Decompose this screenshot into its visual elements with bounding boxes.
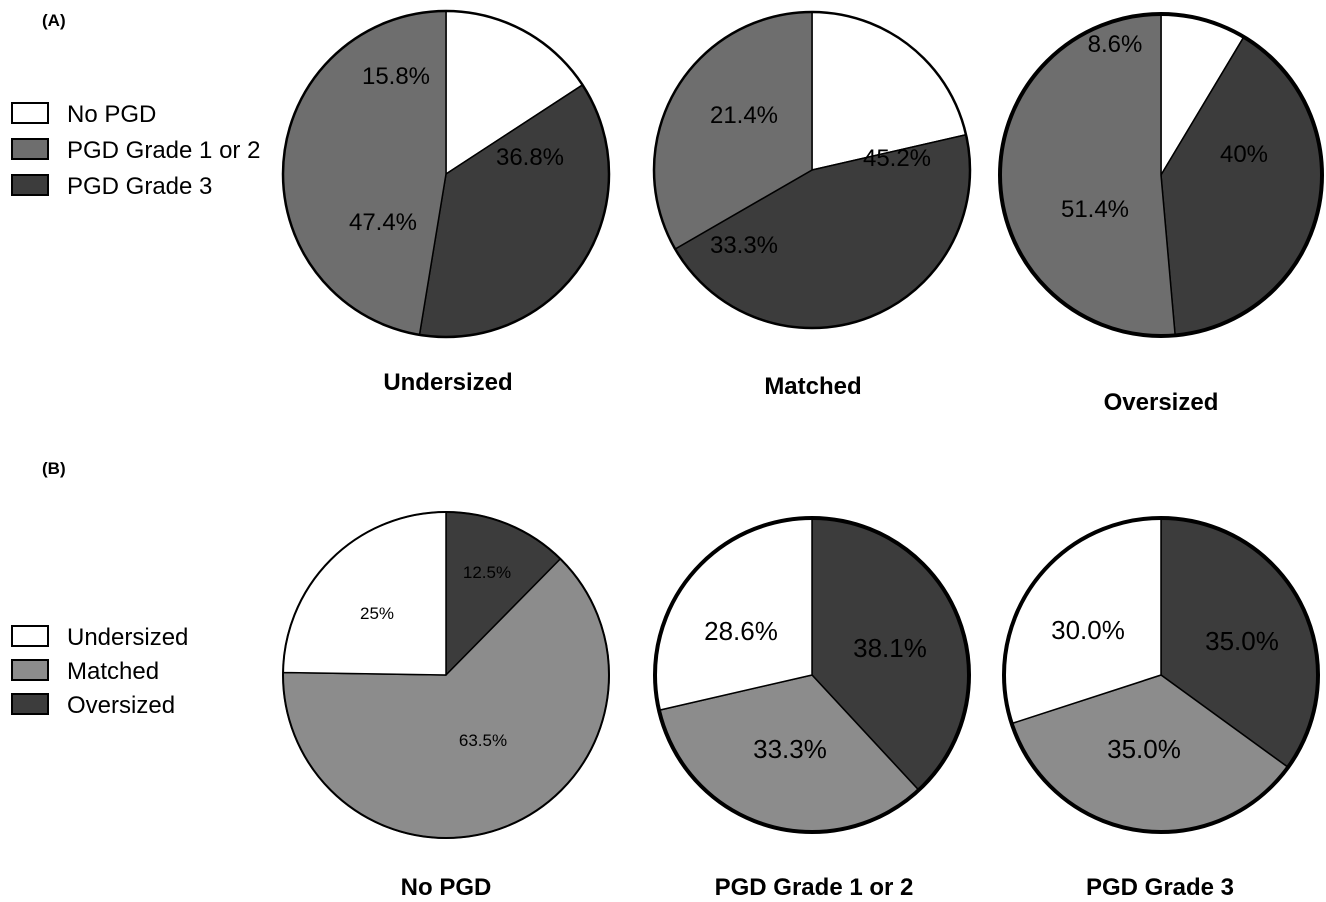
slice-label-pgd-grade-1-or-2: 33.3% [710,232,778,259]
pie-matched-outline [652,10,972,330]
slice-label-pgd-grade-3: 36.8% [496,144,564,171]
slice-label-oversized: 12.5% [463,563,511,582]
pie-pgd-grade-3-title: PGD Grade 3 [1086,874,1234,901]
legend-b: Undersized Matched Oversized [11,624,188,719]
legend-a-swatch-no-pgd [11,102,49,124]
pie-pgd-grade-3: 30.0% 35.0% 35.0% PGD Grade 3 [1002,516,1320,901]
slice-label-no-pgd: 8.6% [1088,31,1143,58]
legend-a-label-pgd-grade-1-or-2: PGD Grade 1 or 2 [67,137,260,164]
pie-pgd-grade-3-outline [1002,516,1320,834]
slice-label-oversized: 38.1% [853,633,927,663]
slice-label-pgd-grade-3: 40% [1220,141,1268,168]
pie-pgd-grade-1-or-2-outline [653,516,971,834]
pie-no-pgd-slices [282,511,610,839]
pie-undersized-slices [282,10,610,338]
pie-slice-pgd-grade-1-or-2 [282,10,447,336]
pie-no-pgd-labels: 25% 63.5% 12.5% [360,563,511,750]
legend-b-swatch-matched [11,659,49,681]
slice-label-pgd-grade-1-or-2: 47.4% [349,209,417,236]
pie-undersized-title: Undersized [383,369,512,396]
pie-undersized-outline [281,9,611,339]
slice-label-no-pgd: 15.8% [362,63,430,90]
legend-b-item-undersized: Undersized [11,624,188,651]
slice-label-matched: 63.5% [459,731,507,750]
pie-no-pgd-title: No PGD [401,874,492,901]
slice-label-pgd-grade-3: 45.2% [863,145,931,172]
panel-b: (B) Undersized Matched Oversized 25% 63.… [11,459,1320,901]
pie-pgd-grade-1-or-2-title: PGD Grade 1 or 2 [715,874,914,901]
pie-matched-title: Matched [764,373,861,400]
pie-matched-labels: 21.4% 33.3% 45.2% [710,102,931,259]
pie-slice-pgd-grade-1-or-2 [999,13,1176,337]
legend-b-item-matched: Matched [11,658,159,685]
slice-label-matched: 35.0% [1107,734,1181,764]
legend-b-swatch-undersized [11,625,49,647]
slice-label-no-pgd: 21.4% [710,102,778,129]
slice-label-oversized: 35.0% [1205,626,1279,656]
pie-no-pgd: 25% 63.5% 12.5% No PGD [282,511,610,901]
legend-a-item-pgd-grade-3: PGD Grade 3 [11,173,212,200]
pie-oversized-title: Oversized [1104,389,1219,416]
legend-a-swatch-pgd-grade-3 [11,174,49,196]
pie-oversized: 8.6% 51.4% 40% Oversized [998,12,1324,416]
pie-pgd-grade-3-labels: 30.0% 35.0% 35.0% [1051,615,1279,764]
pie-oversized-slices [999,13,1323,337]
pie-matched-slices [653,11,971,329]
slice-label-undersized: 30.0% [1051,615,1125,645]
slice-label-undersized: 25% [360,604,394,623]
pie-pgd-grade-1-or-2-labels: 28.6% 33.3% 38.1% [704,616,927,764]
legend-b-label-matched: Matched [67,658,159,685]
pie-matched: 21.4% 33.3% 45.2% Matched [652,10,972,400]
legend-b-item-oversized: Oversized [11,692,175,719]
legend-a-item-no-pgd: No PGD [11,101,156,128]
legend-a-swatch-pgd-grade-1-or-2 [11,138,49,160]
pie-undersized: 15.8% 47.4% 36.8% Undersized [281,9,611,396]
pie-oversized-outline [998,12,1324,338]
pie-pgd-grade-1-or-2-slices [654,517,970,833]
panel-a: (A) No PGD PGD Grade 1 or 2 PGD Grade 3 … [11,9,1324,416]
pie-undersized-labels: 15.8% 47.4% 36.8% [349,63,564,236]
legend-a-label-pgd-grade-3: PGD Grade 3 [67,173,212,200]
panel-a-label: (A) [42,11,66,30]
pie-pgd-grade-1-or-2: 28.6% 33.3% 38.1% PGD Grade 1 or 2 [653,516,971,901]
legend-b-label-undersized: Undersized [67,624,188,651]
legend-a: No PGD PGD Grade 1 or 2 PGD Grade 3 [11,101,260,200]
slice-label-undersized: 28.6% [704,616,778,646]
legend-a-item-pgd-grade-1-or-2: PGD Grade 1 or 2 [11,137,260,164]
pie-slice-undersized [282,511,447,676]
slice-label-matched: 33.3% [753,734,827,764]
pie-no-pgd-outline [282,511,610,839]
slice-label-pgd-grade-1-or-2: 51.4% [1061,196,1129,223]
legend-b-label-oversized: Oversized [67,692,175,719]
legend-a-label-no-pgd: No PGD [67,101,156,128]
legend-b-swatch-oversized [11,693,49,715]
pie-oversized-labels: 8.6% 51.4% 40% [1061,31,1268,223]
panel-b-label: (B) [42,459,66,478]
